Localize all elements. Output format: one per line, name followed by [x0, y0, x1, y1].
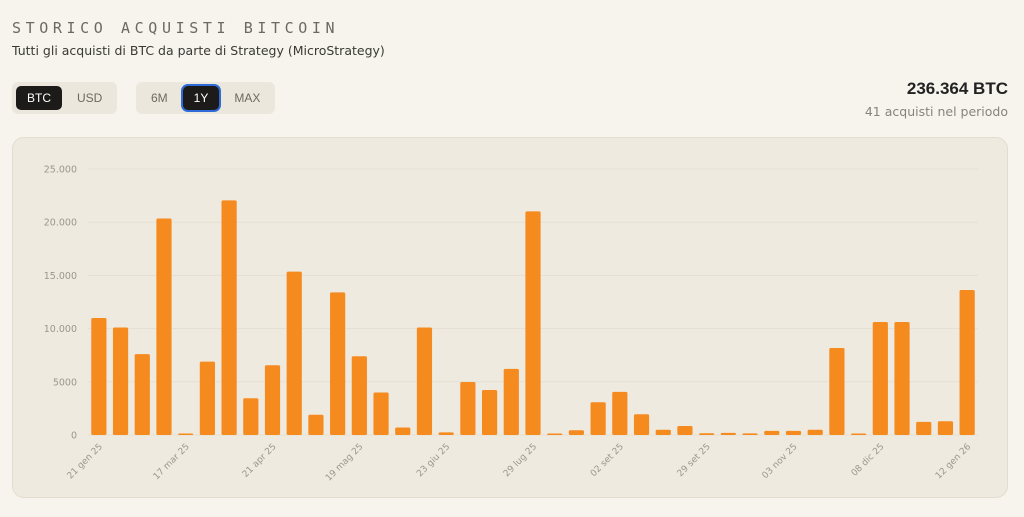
bar [916, 421, 932, 435]
bar [785, 430, 802, 435]
bar [199, 361, 215, 435]
x-tick-label: 21 gen 25 [66, 442, 105, 481]
bar [264, 365, 281, 435]
bar [699, 433, 715, 435]
range-max-button[interactable]: MAX [223, 86, 271, 110]
bar [851, 433, 867, 435]
bar [416, 327, 433, 435]
chart-card [12, 137, 1008, 498]
bar [395, 427, 411, 435]
x-tick-label: 29 set 25 [676, 442, 713, 479]
unit-usd-button[interactable]: USD [66, 86, 113, 110]
x-tick-label: 02 set 25 [589, 442, 626, 479]
bar [959, 289, 975, 435]
range-1y-button[interactable]: 1Y [182, 86, 220, 110]
bar [438, 432, 454, 435]
unit-btc-button[interactable]: BTC [16, 86, 62, 110]
bar [764, 430, 780, 435]
bar [568, 430, 585, 435]
bar [351, 356, 367, 435]
bar [829, 347, 845, 435]
bar [677, 425, 693, 435]
range-6m-button[interactable]: 6M [140, 86, 179, 110]
bar [872, 322, 888, 435]
y-tick-label: 0 [71, 431, 77, 442]
bar [134, 354, 150, 435]
y-tick-label: 5000 [53, 377, 77, 388]
bar [894, 322, 910, 435]
bar [178, 433, 194, 435]
bar [91, 317, 107, 435]
page-subtitle: Tutti gli acquisti di BTC da parte di St… [12, 43, 385, 58]
bar [633, 414, 650, 435]
bar [308, 414, 324, 435]
x-tick-label: 21 apr 25 [241, 442, 279, 480]
bar [590, 402, 606, 435]
x-tick-label: 08 dic 25 [850, 442, 887, 479]
y-tick-label: 20.000 [44, 218, 77, 229]
bar [286, 271, 302, 435]
total-btc: 236.364 BTC [906, 79, 1008, 98]
bar [937, 421, 954, 435]
y-tick-label: 25.000 [44, 165, 77, 176]
purchase-count: 41 acquisti nel periodo [864, 104, 1008, 119]
range-toggle: 6M 1Y MAX [136, 82, 276, 114]
x-tick-label: 23 giu 25 [415, 442, 452, 479]
bar [460, 382, 476, 435]
x-tick-label: 17 mar 25 [152, 442, 192, 482]
bar [481, 390, 498, 435]
y-tick-label: 10.000 [44, 324, 77, 335]
x-tick-label: 03 nov 25 [761, 442, 800, 481]
bar [612, 391, 628, 435]
unit-toggle: BTC USD [12, 82, 118, 114]
bar [373, 392, 389, 435]
bar [112, 327, 129, 435]
x-tick-label: 12 gen 26 [934, 442, 973, 481]
bar [330, 292, 346, 435]
bar [720, 432, 736, 435]
bar [742, 433, 758, 435]
y-tick-label: 15.000 [44, 271, 77, 282]
bar [807, 429, 823, 435]
bar [156, 218, 172, 435]
bar [503, 368, 519, 435]
page-title: STORICO ACQUISTI BITCOIN [12, 19, 340, 37]
x-tick-label: 29 lug 25 [502, 442, 539, 479]
x-tick-label: 19 mag 25 [324, 442, 365, 483]
bar [525, 211, 541, 435]
bar [243, 398, 259, 435]
bar [221, 200, 237, 435]
bar [547, 433, 563, 435]
bar [655, 429, 671, 435]
